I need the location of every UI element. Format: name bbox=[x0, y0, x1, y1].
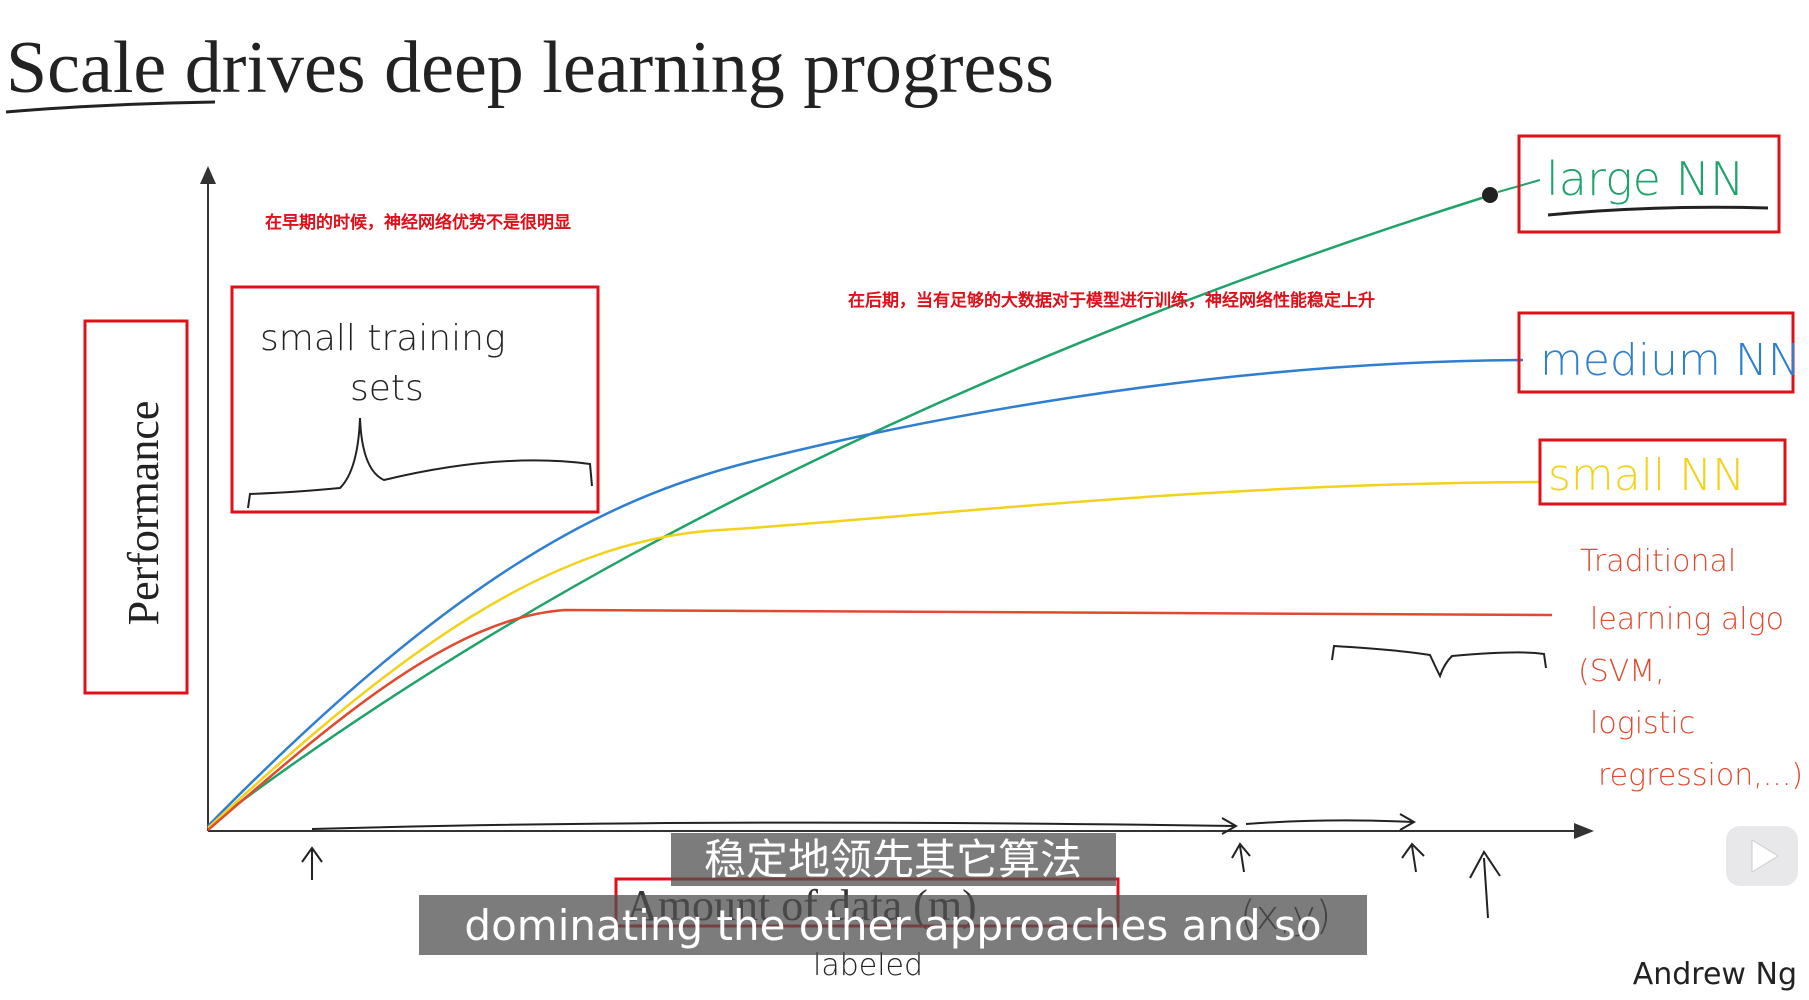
y-axis-arrow bbox=[200, 166, 216, 184]
curve-label-line: (SVM, bbox=[1578, 654, 1665, 689]
title-underline bbox=[5, 100, 216, 114]
curve-label: large NN bbox=[1546, 152, 1744, 206]
medium-nn-curve bbox=[207, 358, 1524, 827]
author: Andrew Ng bbox=[1633, 957, 1797, 992]
highlight-box bbox=[1517, 134, 1781, 234]
play-button[interactable] bbox=[1726, 826, 1798, 886]
subtitle-background bbox=[671, 833, 1116, 886]
play-icon[interactable] bbox=[1751, 839, 1779, 873]
curve-end-dot bbox=[1482, 187, 1498, 203]
annotation: 在后期，当有足够的大数据对于模型进行训练，神经网络性能稳定上升 bbox=[848, 290, 1375, 311]
highlight-box bbox=[83, 319, 189, 695]
small-nn-curve bbox=[207, 480, 1541, 829]
subtitle: 稳定地领先其它算法 bbox=[704, 835, 1082, 884]
y-axis-label: Performance bbox=[119, 401, 168, 626]
highlight-box bbox=[1517, 311, 1795, 394]
subtitle-background bbox=[419, 895, 1367, 955]
curve-label-line: learning algo bbox=[1590, 602, 1784, 637]
x-axis-arrow bbox=[1574, 823, 1594, 839]
subtitle: dominating the other approaches and so bbox=[464, 901, 1321, 950]
traditional-label: Traditional learning algo (SVM, logistic reg… bbox=[1578, 544, 1803, 793]
position-arrow bbox=[301, 842, 1501, 919]
traditional-curve bbox=[207, 608, 1553, 831]
curve-label: medium NN bbox=[1540, 335, 1801, 386]
slide-title: Scale drives deep learning progress bbox=[6, 27, 1054, 109]
data-arrow bbox=[311, 813, 1417, 835]
region-label: sets bbox=[350, 368, 424, 409]
highlight-box bbox=[230, 285, 600, 514]
region-label: small training bbox=[260, 318, 506, 359]
region-brace bbox=[247, 417, 593, 509]
annotation: 在早期的时候，神经网络优势不是很明显 bbox=[265, 212, 571, 233]
large-nn-curve bbox=[207, 194, 1489, 827]
curve-label-line: logistic bbox=[1590, 706, 1695, 741]
curve-label: small NN bbox=[1548, 450, 1745, 501]
curve-label-line: regression,...) bbox=[1598, 758, 1803, 793]
highlight-box bbox=[1538, 438, 1787, 506]
label-underline bbox=[1547, 205, 1769, 217]
region-brace bbox=[1331, 644, 1547, 679]
curve-label-line: Traditional bbox=[1580, 544, 1736, 579]
